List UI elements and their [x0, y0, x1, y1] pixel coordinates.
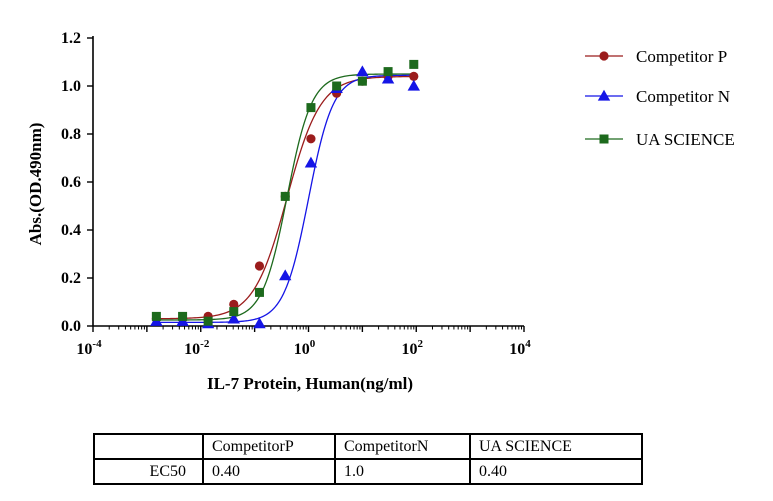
- data-point: [254, 287, 264, 297]
- x-tick-label: 10-2: [184, 338, 210, 358]
- fit-curve: [156, 73, 414, 321]
- legend-label: UA SCIENCE: [636, 130, 735, 149]
- ec50-table: CompetitorP CompetitorN UA SCIENCE EC50 …: [93, 433, 643, 485]
- legend-label: Competitor P: [636, 47, 727, 66]
- data-point: [356, 65, 369, 77]
- legend-marker: [599, 134, 609, 144]
- data-point: [279, 269, 292, 281]
- data-point: [383, 67, 393, 77]
- y-tick-label: 0.0: [61, 318, 81, 335]
- y-tick-label: 0.8: [61, 126, 81, 143]
- x-tick-label: 100: [294, 338, 316, 358]
- data-point: [332, 81, 342, 91]
- data-points: [150, 59, 420, 329]
- legend-label: Competitor N: [636, 87, 730, 106]
- data-point: [409, 59, 419, 69]
- table-row: EC50 0.40 1.0 0.40: [93, 458, 643, 485]
- data-point: [280, 191, 290, 201]
- legend: Competitor P Competitor N UA SCIENCE: [585, 47, 735, 149]
- x-tick-label: 10-4: [76, 338, 102, 358]
- table-cell: 0.40: [202, 458, 336, 485]
- table-row-label: EC50: [93, 458, 204, 485]
- y-axis-label: Abs.(OD.490nm): [26, 123, 45, 246]
- data-point: [306, 134, 316, 144]
- table-cell: 0.40: [469, 458, 643, 485]
- x-tick-label: 104: [509, 338, 531, 358]
- x-axis-label: IL-7 Protein, Human(ng/ml): [207, 374, 413, 393]
- data-point: [151, 311, 161, 321]
- x-tick-label: 102: [402, 338, 424, 358]
- table-header-cell: CompetitorN: [334, 433, 471, 460]
- table-cell: 1.0: [334, 458, 471, 485]
- data-point: [254, 261, 265, 271]
- data-point: [229, 299, 239, 309]
- data-point: [409, 71, 419, 81]
- table-header-row: CompetitorP CompetitorN UA SCIENCE: [93, 433, 643, 460]
- y-tick-label: 0.6: [61, 174, 81, 191]
- table-header-cell: UA SCIENCE: [469, 433, 643, 460]
- data-point: [227, 312, 240, 324]
- legend-marker: [597, 89, 611, 101]
- data-point: [304, 156, 318, 168]
- fit-curve: [156, 74, 414, 324]
- y-tick-label: 0.4: [61, 222, 81, 239]
- y-tick-label: 1.2: [61, 30, 81, 47]
- data-point: [178, 311, 188, 321]
- table-header-cell: CompetitorP: [202, 433, 336, 460]
- y-tick-label: 0.2: [61, 270, 81, 287]
- fit-curves: [156, 73, 414, 324]
- legend-marker: [599, 51, 609, 61]
- data-point: [381, 72, 395, 84]
- chart: 0.0 0.2 0.4 0.6 0.8 1.0 1.2 10-4 10-2 100 102 104 C…: [26, 30, 735, 393]
- table-cell: [93, 433, 204, 460]
- data-point: [306, 103, 316, 113]
- data-point: [229, 307, 239, 317]
- axes: 0.0 0.2 0.4 0.6 0.8 1.0 1.2 10-4 10-2 100 102 104: [61, 30, 531, 358]
- data-point: [407, 79, 420, 91]
- data-point: [253, 317, 266, 329]
- y-tick-label: 1.0: [61, 78, 81, 95]
- data-point: [357, 76, 367, 86]
- data-point: [203, 316, 213, 326]
